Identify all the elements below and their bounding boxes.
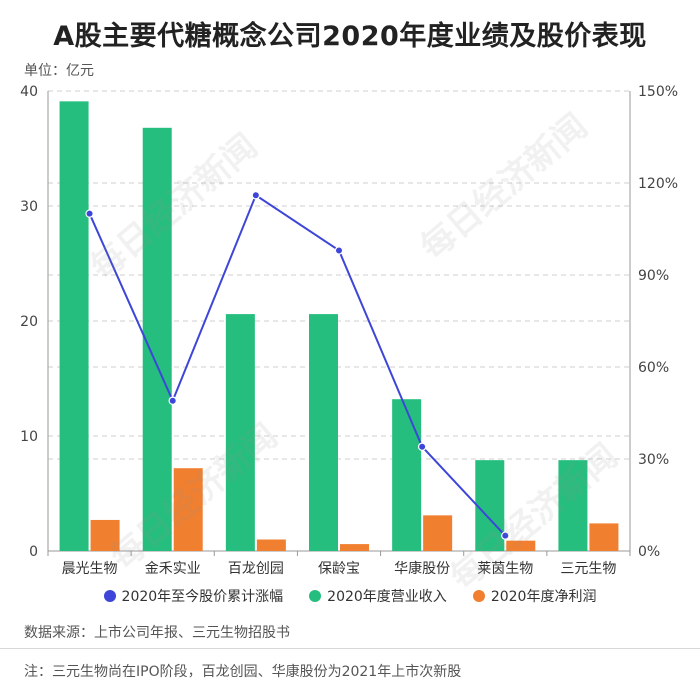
category-label: 晨光生物 bbox=[62, 561, 118, 577]
line-series bbox=[85, 191, 510, 540]
profit-bar bbox=[340, 544, 369, 551]
legend-label: 2020年度营业收入 bbox=[327, 589, 447, 605]
legend-marker bbox=[472, 590, 485, 602]
category-label: 莱茵生物 bbox=[477, 561, 533, 577]
profit-bar bbox=[423, 515, 453, 551]
revenue-bar bbox=[309, 314, 338, 551]
revenue-bar bbox=[59, 101, 89, 551]
price-change-point bbox=[334, 246, 344, 255]
right-tick-label: 150% bbox=[638, 84, 678, 100]
category-label: 华康股份 bbox=[394, 560, 450, 577]
right-tick-label: 90% bbox=[638, 268, 669, 284]
footnote: 注：三元生物尚在IPO阶段，百龙创园、华康股份为2021年上市次新股 bbox=[24, 664, 462, 680]
right-tick-label: 30% bbox=[638, 452, 669, 468]
price-change-point bbox=[168, 396, 177, 405]
left-tick-label: 20 bbox=[20, 314, 38, 330]
revenue-bar bbox=[475, 460, 505, 551]
right-axis-ticks: 0% 30% 60% 90% 120% 150% bbox=[638, 84, 678, 560]
category-labels: 晨光生物 金禾实业 百龙创园 保龄宝 华康股份 莱茵生物 三元生物 bbox=[47, 551, 631, 577]
revenue-bar bbox=[392, 399, 422, 551]
left-tick-label: 30 bbox=[20, 199, 38, 215]
price-change-point bbox=[251, 191, 261, 200]
legend-label: 2020年至今股价累计涨幅 bbox=[121, 589, 284, 605]
gridlines bbox=[47, 90, 631, 552]
revenue-bar bbox=[558, 460, 588, 551]
legend-item: 2020年度营业收入 bbox=[309, 586, 447, 606]
legend-label: 2020年度净利润 bbox=[490, 589, 597, 605]
left-tick-label: 10 bbox=[20, 429, 38, 445]
profit-bar bbox=[589, 523, 619, 551]
legend: 2020年至今股价累计涨幅 2020年度营业收入 2020年度净利润 bbox=[0, 586, 700, 606]
price-change-point bbox=[417, 442, 427, 451]
price-change-line bbox=[88, 193, 507, 537]
chart-title: A股主要代糖概念公司2020年度业绩及股价表现 bbox=[53, 21, 647, 52]
right-tick-label: 120% bbox=[638, 176, 678, 192]
category-label: 保龄宝 bbox=[318, 561, 360, 577]
revenue-bar bbox=[142, 127, 172, 552]
bars bbox=[59, 101, 619, 552]
left-tick-label: 40 bbox=[20, 84, 38, 100]
price-change-point bbox=[85, 209, 94, 218]
divider bbox=[0, 648, 700, 649]
revenue-bar bbox=[225, 314, 255, 551]
profit-bar bbox=[506, 540, 536, 551]
profit-bar bbox=[90, 519, 120, 551]
source-text: 数据来源：上市公司年报、三元生物招股书 bbox=[24, 625, 290, 641]
left-axis-ticks: 0 10 20 30 40 bbox=[20, 84, 38, 560]
price-change-point bbox=[501, 531, 510, 540]
profit-bar bbox=[173, 468, 203, 551]
category-label: 三元生物 bbox=[560, 561, 616, 577]
legend-marker bbox=[309, 590, 322, 602]
legend-marker bbox=[103, 590, 116, 602]
category-label: 金禾实业 bbox=[145, 561, 201, 577]
left-tick-label: 0 bbox=[29, 544, 38, 560]
legend-item: 2020年度净利润 bbox=[472, 586, 597, 606]
profit-bar bbox=[256, 539, 286, 551]
unit-label: 单位：亿元 bbox=[24, 63, 94, 79]
right-tick-label: 0% bbox=[638, 544, 660, 560]
category-label: 百龙创园 bbox=[228, 561, 284, 577]
right-tick-label: 60% bbox=[638, 360, 669, 376]
legend-item: 2020年至今股价累计涨幅 bbox=[103, 586, 284, 606]
